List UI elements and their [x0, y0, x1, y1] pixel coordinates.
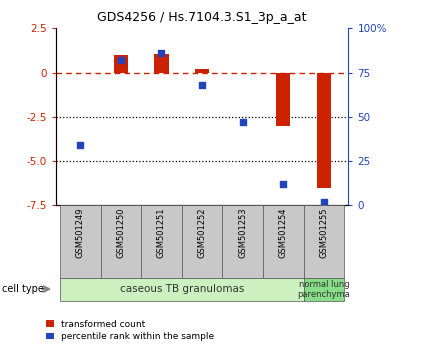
Bar [304, 278, 344, 301]
Bar [60, 278, 304, 301]
Bar [154, 54, 169, 73]
Point [239, 119, 246, 125]
Bar [182, 205, 222, 278]
Bar [114, 55, 128, 73]
Point [199, 82, 206, 88]
Bar [304, 205, 344, 278]
Point [77, 142, 84, 148]
Text: normal lung
parenchyma: normal lung parenchyma [298, 280, 350, 299]
Bar [101, 205, 141, 278]
Point [280, 181, 287, 187]
Point [320, 199, 327, 205]
Bar [236, 73, 250, 74]
Legend: transformed count, percentile rank within the sample: transformed count, percentile rank withi… [46, 320, 214, 341]
Text: caseous TB granulomas: caseous TB granulomas [120, 284, 244, 295]
Point [158, 50, 165, 56]
Text: GSM501254: GSM501254 [279, 207, 288, 258]
Bar [141, 205, 182, 278]
Text: GSM501253: GSM501253 [238, 207, 247, 258]
Text: GSM501251: GSM501251 [157, 207, 166, 258]
Text: GSM501255: GSM501255 [319, 207, 329, 258]
Bar [73, 73, 87, 74]
Text: GSM501249: GSM501249 [76, 207, 85, 258]
Title: GDS4256 / Hs.7104.3.S1_3p_a_at: GDS4256 / Hs.7104.3.S1_3p_a_at [97, 11, 307, 24]
Bar [317, 73, 331, 188]
Point [117, 57, 124, 63]
Bar [276, 73, 290, 126]
Bar [195, 69, 209, 73]
Bar [222, 205, 263, 278]
Text: GSM501252: GSM501252 [198, 207, 206, 258]
Text: GSM501250: GSM501250 [117, 207, 126, 258]
Bar [60, 205, 101, 278]
Text: cell type: cell type [2, 284, 44, 294]
Bar [263, 205, 304, 278]
